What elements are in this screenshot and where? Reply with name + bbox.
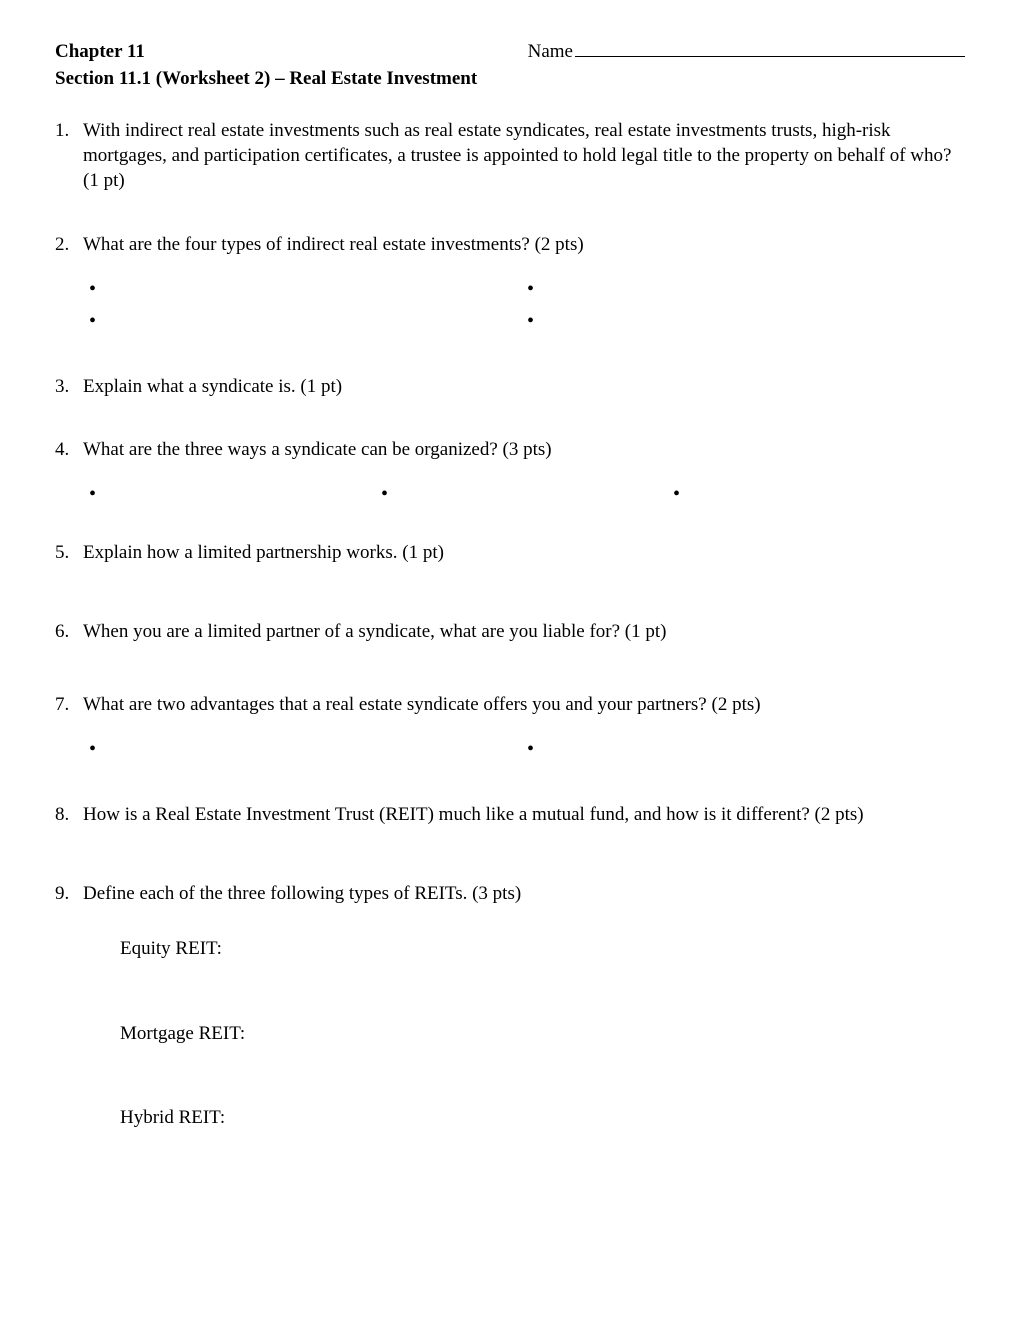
bullet-column: • • (527, 276, 965, 340)
question-number: 4. (55, 438, 83, 463)
question-3: 3. Explain what a syndicate is. (1 pt) (55, 375, 965, 400)
question-text: Define each of the three following types… (83, 882, 965, 907)
question-4: 4. What are the three ways a syndicate c… (55, 438, 965, 463)
question-number: 9. (55, 882, 83, 907)
question-text: How is a Real Estate Investment Trust (R… (83, 803, 965, 828)
bullet-point: • (89, 481, 381, 507)
question-5: 5. Explain how a limited partnership wor… (55, 541, 965, 566)
question-text: What are the four types of indirect real… (83, 233, 965, 258)
question-number: 5. (55, 541, 83, 566)
question-number: 7. (55, 693, 83, 718)
question-1: 1. With indirect real estate investments… (55, 119, 965, 193)
question-text: What are two advantages that a real esta… (83, 693, 965, 718)
bullet-column: • (527, 736, 965, 768)
question-text: When you are a limited partner of a synd… (83, 620, 965, 645)
question-number: 1. (55, 119, 83, 193)
bullet-column: • • (89, 276, 527, 340)
q4-bullets: • • • (55, 481, 965, 513)
bullet-point: • (89, 308, 527, 334)
bullet-point: • (527, 308, 965, 334)
question-text: What are the three ways a syndicate can … (83, 438, 965, 463)
question-number: 2. (55, 233, 83, 258)
bullet-column: • (673, 481, 965, 513)
question-text: With indirect real estate investments su… (83, 119, 965, 193)
question-text: Explain how a limited partnership works.… (83, 541, 965, 566)
bullet-column: • (89, 736, 527, 768)
question-2: 2. What are the four types of indirect r… (55, 233, 965, 258)
section-title: Section 11.1 (Worksheet 2) – Real Estate… (55, 67, 965, 92)
reit-equity: Equity REIT: (120, 937, 965, 962)
question-number: 3. (55, 375, 83, 400)
reit-mortgage: Mortgage REIT: (120, 1022, 965, 1047)
bullet-point: • (527, 736, 965, 762)
question-7: 7. What are two advantages that a real e… (55, 693, 965, 718)
header-row: Chapter 11 Name (55, 40, 965, 65)
question-number: 6. (55, 620, 83, 645)
name-blank-line[interactable] (575, 56, 965, 57)
question-9: 9. Define each of the three following ty… (55, 882, 965, 907)
name-label: Name (528, 40, 573, 65)
question-text: Explain what a syndicate is. (1 pt) (83, 375, 965, 400)
bullet-point: • (89, 276, 527, 302)
q7-bullets: • • (55, 736, 965, 768)
bullet-column: • (381, 481, 673, 513)
name-field: Name (528, 40, 965, 65)
bullet-column: • (89, 481, 381, 513)
question-8: 8. How is a Real Estate Investment Trust… (55, 803, 965, 828)
reit-hybrid: Hybrid REIT: (120, 1106, 965, 1131)
bullet-point: • (673, 481, 965, 507)
question-6: 6. When you are a limited partner of a s… (55, 620, 965, 645)
bullet-point: • (527, 276, 965, 302)
question-number: 8. (55, 803, 83, 828)
q2-bullets: • • • • (55, 276, 965, 340)
chapter-title: Chapter 11 (55, 40, 145, 65)
reit-definitions: Equity REIT: Mortgage REIT: Hybrid REIT: (55, 937, 965, 1131)
bullet-point: • (89, 736, 527, 762)
bullet-point: • (381, 481, 673, 507)
